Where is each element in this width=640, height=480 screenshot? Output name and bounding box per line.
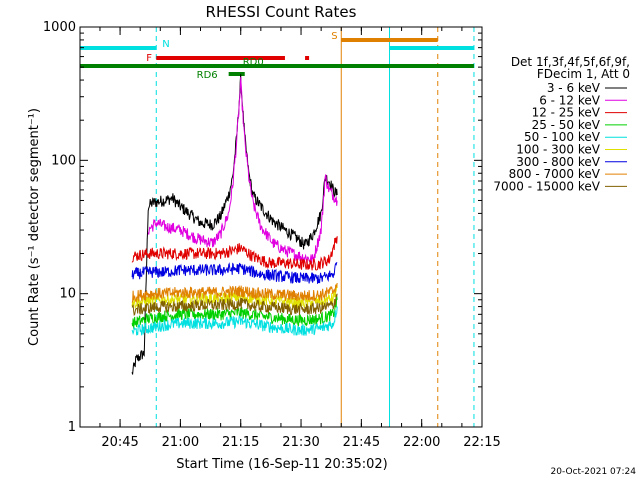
x-tick-label-4: 21:45 — [343, 435, 380, 450]
series-line-1 — [147, 77, 338, 264]
legend-entry-2: 12 - 25 keV — [532, 106, 601, 120]
x-tick-label-3: 21:30 — [282, 435, 319, 450]
series-line-4 — [131, 306, 338, 336]
state-label-rd0: RD0 — [243, 57, 264, 68]
x-tick-label-6: 22:15 — [463, 435, 500, 450]
y-tick-label-3: 1000 — [43, 20, 76, 35]
state-label-f: F — [146, 53, 152, 64]
state-label-rd6: RD6 — [197, 70, 218, 81]
plot-area: N S F RD6 RD0 — [79, 27, 475, 427]
legend-entry-0: 3 - 6 keV — [547, 81, 601, 95]
timestamp: 20-Oct-2021 07:24 — [551, 467, 637, 477]
series-line-8 — [131, 293, 338, 316]
chart-title: RHESSI Count Rates — [206, 3, 357, 21]
legend-header-line-2: FDecim 1, Att 0 — [537, 67, 630, 81]
series-line-6 — [131, 262, 338, 284]
legend-entry-5: 100 - 300 keV — [516, 143, 600, 157]
state-label-n: N — [162, 39, 169, 50]
legend-entry-8: 7000 - 15000 keV — [493, 179, 600, 193]
y-tick-label-1: 10 — [59, 287, 76, 302]
x-axis-label: Start Time (16-Sep-11 20:35:02) — [176, 457, 387, 472]
x-tick-label-1: 21:00 — [162, 435, 199, 450]
series-line-7 — [131, 283, 338, 303]
legend-entry-3: 25 - 50 keV — [532, 118, 601, 132]
legend-header-line-1: Det 1f,3f,4f,5f,6f,9f, — [511, 55, 630, 69]
state-label-s: S — [331, 31, 337, 42]
y-axis-label: Count Rate (s⁻¹ detector segment⁻¹) — [27, 108, 42, 346]
legend-entry-7: 800 - 7000 keV — [509, 167, 601, 181]
x-tick-label-2: 21:15 — [222, 435, 259, 450]
legend: Det 1f,3f,4f,5f,6f,9f, FDecim 1, Att 0 3… — [493, 55, 630, 193]
legend-entry-4: 50 - 100 keV — [524, 130, 601, 144]
axes: 1 10 100 1000 20:45 21:00 21:15 21:30 21:45 22:00… — [43, 20, 501, 450]
x-tick-label-5: 22:00 — [403, 435, 440, 450]
series-line-3 — [131, 295, 338, 329]
y-tick-label-0: 1 — [68, 420, 76, 435]
series-line-2 — [131, 236, 338, 271]
y-tick-label-2: 100 — [51, 153, 76, 168]
legend-entry-6: 300 - 800 keV — [516, 155, 600, 169]
x-tick-label-0: 20:45 — [101, 435, 138, 450]
legend-entry-1: 6 - 12 keV — [539, 93, 601, 107]
